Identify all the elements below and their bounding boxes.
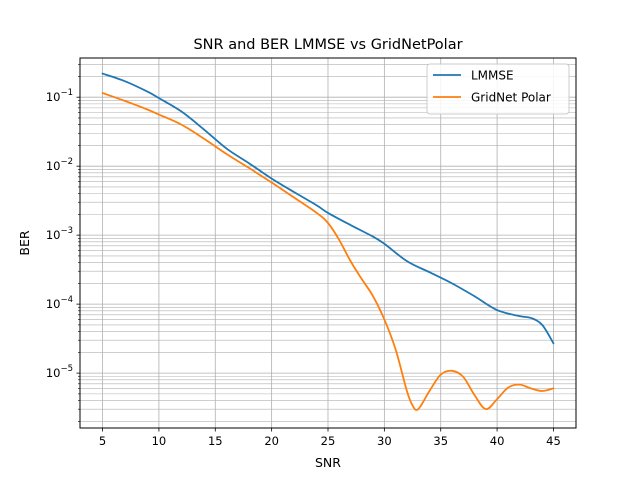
y-axis-label: BER	[17, 230, 32, 255]
chart-title: SNR and BER LMMSE vs GridNetPolar	[193, 37, 462, 53]
y-tick-exponent: −2	[60, 157, 73, 167]
tick-layer: 5 10 15 20 25 30 35 40 45 10−1 10−2 10−3 10−4 10−5	[46, 63, 561, 448]
series-layer	[101, 72, 555, 411]
x-tick-label: 5	[99, 434, 106, 448]
y-tick-label: 10−5	[46, 364, 73, 380]
series-line-gridnet-polar	[101, 92, 555, 411]
x-tick-label: 30	[377, 434, 392, 448]
x-tick-label: 25	[321, 434, 336, 448]
x-tick-label: 40	[490, 434, 505, 448]
legend-box	[426, 63, 570, 115]
y-tick-exponent: −3	[60, 226, 73, 236]
y-tick-exponent: −4	[60, 295, 73, 305]
x-tick-label: 10	[152, 434, 167, 448]
x-tick-label: 20	[264, 434, 279, 448]
legend: LMMSE GridNet Polar	[426, 63, 570, 115]
x-tick-label: 45	[546, 434, 561, 448]
y-tick-exponent: −5	[60, 364, 73, 374]
x-axis-label: SNR	[315, 455, 341, 470]
y-tick-exponent: −1	[60, 88, 73, 98]
grid-layer	[80, 58, 576, 428]
x-tick-label: 15	[208, 434, 223, 448]
series-line-lmmse	[101, 72, 555, 345]
y-tick-label: 10−3	[46, 226, 73, 242]
y-tick-label: 10−2	[46, 157, 73, 173]
y-tick-label: 10−4	[46, 295, 73, 311]
legend-label: LMMSE	[471, 69, 514, 83]
legend-label: GridNet Polar	[471, 91, 551, 105]
x-tick-label: 35	[433, 434, 448, 448]
y-tick-label: 10−1	[46, 88, 73, 104]
